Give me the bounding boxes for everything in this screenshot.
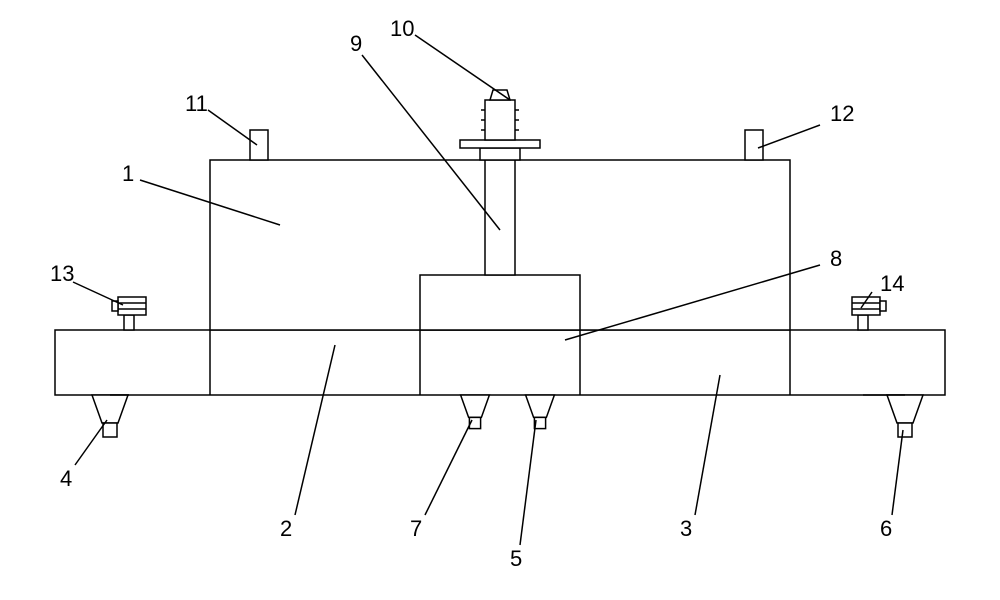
nozzle-4-funnel (92, 395, 128, 423)
post-left (250, 130, 268, 160)
motor-base (480, 148, 520, 160)
label-l8: 8 (830, 246, 842, 271)
label-l13: 13 (50, 261, 74, 286)
leader-l12 (758, 125, 820, 148)
label-l10: 10 (390, 16, 414, 41)
nozzle-5-funnel (526, 395, 555, 417)
label-l7: 7 (410, 516, 422, 541)
label-l9: 9 (350, 31, 362, 56)
label-l6: 6 (880, 516, 892, 541)
nozzle-6-tip (898, 423, 912, 437)
label-l5: 5 (510, 546, 522, 571)
side-motor-right-cap (880, 301, 886, 311)
motor-flange (460, 140, 540, 148)
label-l11: 11 (185, 91, 208, 116)
lower-bar (55, 330, 945, 395)
side-motor-left-post (124, 315, 134, 330)
leader-l6 (892, 430, 903, 515)
side-motor-right-post (858, 315, 868, 330)
label-l4: 4 (60, 466, 72, 491)
post-right (745, 130, 763, 160)
label-l1: 1 (122, 161, 134, 186)
nozzle-6-funnel (887, 395, 923, 423)
leader-l3 (695, 375, 720, 515)
leader-l11 (208, 110, 257, 145)
side-motor-left-body (118, 297, 146, 315)
nozzle-7-funnel (461, 395, 490, 417)
leader-l4 (75, 420, 107, 465)
motor-body (485, 100, 515, 140)
leader-l10 (415, 35, 510, 100)
label-l12: 12 (830, 101, 854, 126)
center-hub (420, 275, 580, 330)
label-l14: 14 (880, 271, 904, 296)
leader-l7 (425, 420, 472, 515)
leader-l5 (520, 420, 536, 545)
label-l2: 2 (280, 516, 292, 541)
technical-diagram: 1234567891011121314 (0, 0, 1000, 600)
leader-l13 (73, 282, 123, 305)
label-l3: 3 (680, 516, 692, 541)
nozzle-4-tip (103, 423, 117, 437)
